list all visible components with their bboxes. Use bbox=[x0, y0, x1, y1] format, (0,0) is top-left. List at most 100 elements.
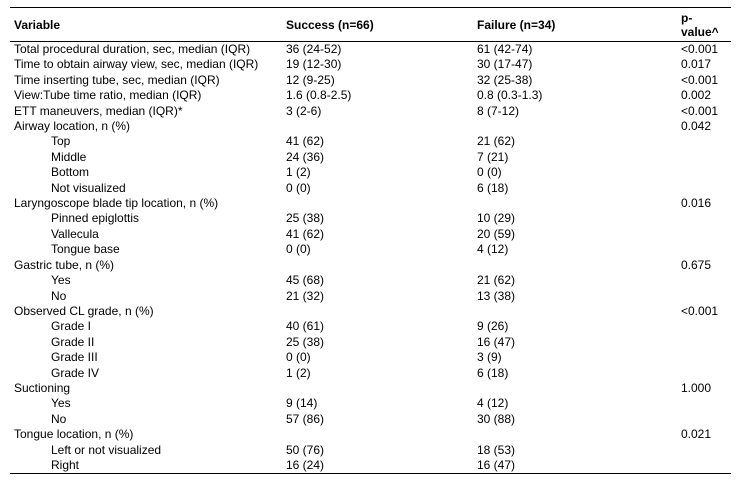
failure-cell: 13 (38) bbox=[477, 288, 516, 303]
success-cell bbox=[282, 119, 473, 134]
variable-cell: Yes bbox=[51, 273, 71, 288]
table-row: Total procedural duration, sec, median (… bbox=[10, 42, 731, 58]
failure-cell: 61 (42-74) bbox=[477, 42, 533, 56]
table-row: Pinned epiglottis 25 (38) 10 (29) bbox=[10, 211, 731, 226]
table-row: Laryngoscope blade tip location, n (%) 0.… bbox=[10, 196, 731, 211]
success-cell: 50 (76) bbox=[286, 442, 325, 457]
variable-cell: Tongue base bbox=[51, 242, 120, 257]
header-row: Variable Success (n=66) Failure (n=34) p… bbox=[10, 7, 731, 42]
table-row: Tongue base 0 (0) 4 (12) bbox=[10, 242, 731, 257]
variable-cell: Time inserting tube, sec, median (IQR) bbox=[14, 72, 220, 87]
table-row: Grade III 0 (0) 3 (9) bbox=[10, 350, 731, 365]
failure-cell: 8 (7-12) bbox=[477, 103, 520, 118]
p-value-cell bbox=[677, 227, 731, 242]
variable-cell: Right bbox=[10, 457, 282, 475]
failure-cell: 4 (12) bbox=[477, 396, 509, 411]
p-value-cell bbox=[677, 181, 731, 196]
failure-cell: 18 (53) bbox=[477, 442, 516, 457]
p-value-cell bbox=[677, 350, 731, 365]
p-value-cell: 0.016 bbox=[681, 196, 712, 211]
variable-cell: Grade I bbox=[51, 319, 92, 334]
failure-cell: 21 (62) bbox=[477, 134, 516, 149]
variable-cell: Left or not visualized bbox=[51, 442, 162, 457]
p-value-cell: <0.001 bbox=[681, 72, 719, 87]
variable-cell: Pinned epiglottis bbox=[51, 211, 140, 226]
table-row: Time inserting tube, sec, median (IQR) 12… bbox=[10, 73, 731, 88]
variable-cell: Total procedural duration, sec, median (… bbox=[14, 42, 251, 56]
variable-cell: Observed CL grade, n (%) bbox=[14, 303, 154, 318]
success-cell: 19 (12-30) bbox=[286, 57, 342, 72]
variable-cell: Suctioning bbox=[14, 380, 71, 395]
failure-cell: 16 (47) bbox=[477, 334, 516, 349]
success-cell bbox=[282, 381, 473, 396]
p-value-cell bbox=[677, 273, 731, 288]
failure-cell: 4 (12) bbox=[477, 242, 509, 257]
success-cell: 0 (0) bbox=[286, 180, 311, 195]
p-value-cell bbox=[677, 165, 731, 180]
p-value-cell: 0.675 bbox=[681, 257, 712, 272]
p-value-cell: <0.001 bbox=[681, 303, 719, 318]
success-cell bbox=[282, 304, 473, 319]
failure-cell: 20 (59) bbox=[477, 226, 516, 241]
table-row: Top 41 (62) 21 (62) bbox=[10, 134, 731, 149]
table-body: Total procedural duration, sec, median (… bbox=[10, 42, 731, 475]
success-cell: 36 (24-52) bbox=[286, 42, 342, 56]
variable-cell: Middle bbox=[51, 149, 87, 164]
variable-cell: Grade II bbox=[51, 334, 95, 349]
p-value-cell bbox=[677, 211, 731, 226]
success-cell: 12 (9-25) bbox=[286, 72, 335, 87]
success-cell: 0 (0) bbox=[286, 242, 311, 257]
header-success: Success (n=66) bbox=[282, 7, 473, 42]
success-cell bbox=[282, 427, 473, 442]
table-row: Airway location, n (%) 0.042 bbox=[10, 119, 731, 134]
table-row: Grade I 40 (61) 9 (26) bbox=[10, 319, 731, 334]
success-cell: 25 (38) bbox=[286, 211, 325, 226]
success-cell: 1 (2) bbox=[286, 365, 311, 380]
success-cell bbox=[282, 258, 473, 273]
table-row: Grade IV 1 (2) 6 (18) bbox=[10, 366, 731, 381]
variable-cell: Grade III bbox=[51, 350, 98, 365]
variable-cell: Top bbox=[51, 134, 71, 149]
p-value-cell bbox=[677, 289, 731, 304]
success-cell: 1 (2) bbox=[286, 165, 311, 180]
failure-cell: 10 (29) bbox=[477, 211, 516, 226]
variable-cell: Bottom bbox=[51, 165, 90, 180]
success-cell: 25 (38) bbox=[286, 334, 325, 349]
success-cell: 3 (2-6) bbox=[286, 103, 322, 118]
failure-cell bbox=[473, 304, 677, 319]
failure-cell: 0.8 (0.3-1.3) bbox=[477, 88, 543, 103]
table-row: Vallecula 41 (62) 20 (59) bbox=[10, 227, 731, 242]
p-value-cell bbox=[677, 242, 731, 257]
failure-cell bbox=[473, 258, 677, 273]
table-row: Bottom 1 (2) 0 (0) bbox=[10, 165, 731, 180]
table-row: No 57 (86) 30 (88) bbox=[10, 412, 731, 427]
failure-cell: 7 (21) bbox=[477, 149, 509, 164]
table-row: ETT maneuvers, median (IQR)* 3 (2-6) 8 (7-… bbox=[10, 104, 731, 119]
variable-cell: Airway location, n (%) bbox=[14, 119, 131, 134]
success-cell bbox=[282, 196, 473, 211]
failure-cell bbox=[473, 196, 677, 211]
table-row: Grade II 25 (38) 16 (47) bbox=[10, 335, 731, 350]
table-row: Tongue location, n (%) 0.021 bbox=[10, 427, 731, 442]
variable-cell: Time to obtain airway view, sec, median … bbox=[14, 57, 259, 72]
table-row: Middle 24 (36) 7 (21) bbox=[10, 150, 731, 165]
failure-cell: 21 (62) bbox=[477, 273, 516, 288]
table-row: View:Tube time ratio, median (IQR) 1.6 (0… bbox=[10, 88, 731, 103]
variable-cell: No bbox=[51, 288, 67, 303]
p-value-cell bbox=[677, 150, 731, 165]
p-value-cell: 0.042 bbox=[681, 119, 712, 134]
variable-cell: Vallecula bbox=[51, 226, 99, 241]
variable-cell: Grade IV bbox=[51, 365, 100, 380]
results-table: Variable Success (n=66) Failure (n=34) p… bbox=[10, 7, 731, 475]
p-value-cell bbox=[677, 335, 731, 350]
p-value-cell: 1.000 bbox=[681, 380, 712, 395]
p-value-cell bbox=[677, 396, 731, 411]
header-p-value: p-value^ bbox=[677, 7, 731, 42]
success-cell: 40 (61) bbox=[286, 319, 325, 334]
table-row: Not visualized 0 (0) 6 (18) bbox=[10, 181, 731, 196]
success-cell: 21 (32) bbox=[286, 288, 325, 303]
variable-cell: Yes bbox=[51, 396, 71, 411]
table-row: No 21 (32) 13 (38) bbox=[10, 289, 731, 304]
p-value-cell bbox=[677, 443, 731, 458]
table-row: Yes 45 (68) 21 (62) bbox=[10, 273, 731, 288]
